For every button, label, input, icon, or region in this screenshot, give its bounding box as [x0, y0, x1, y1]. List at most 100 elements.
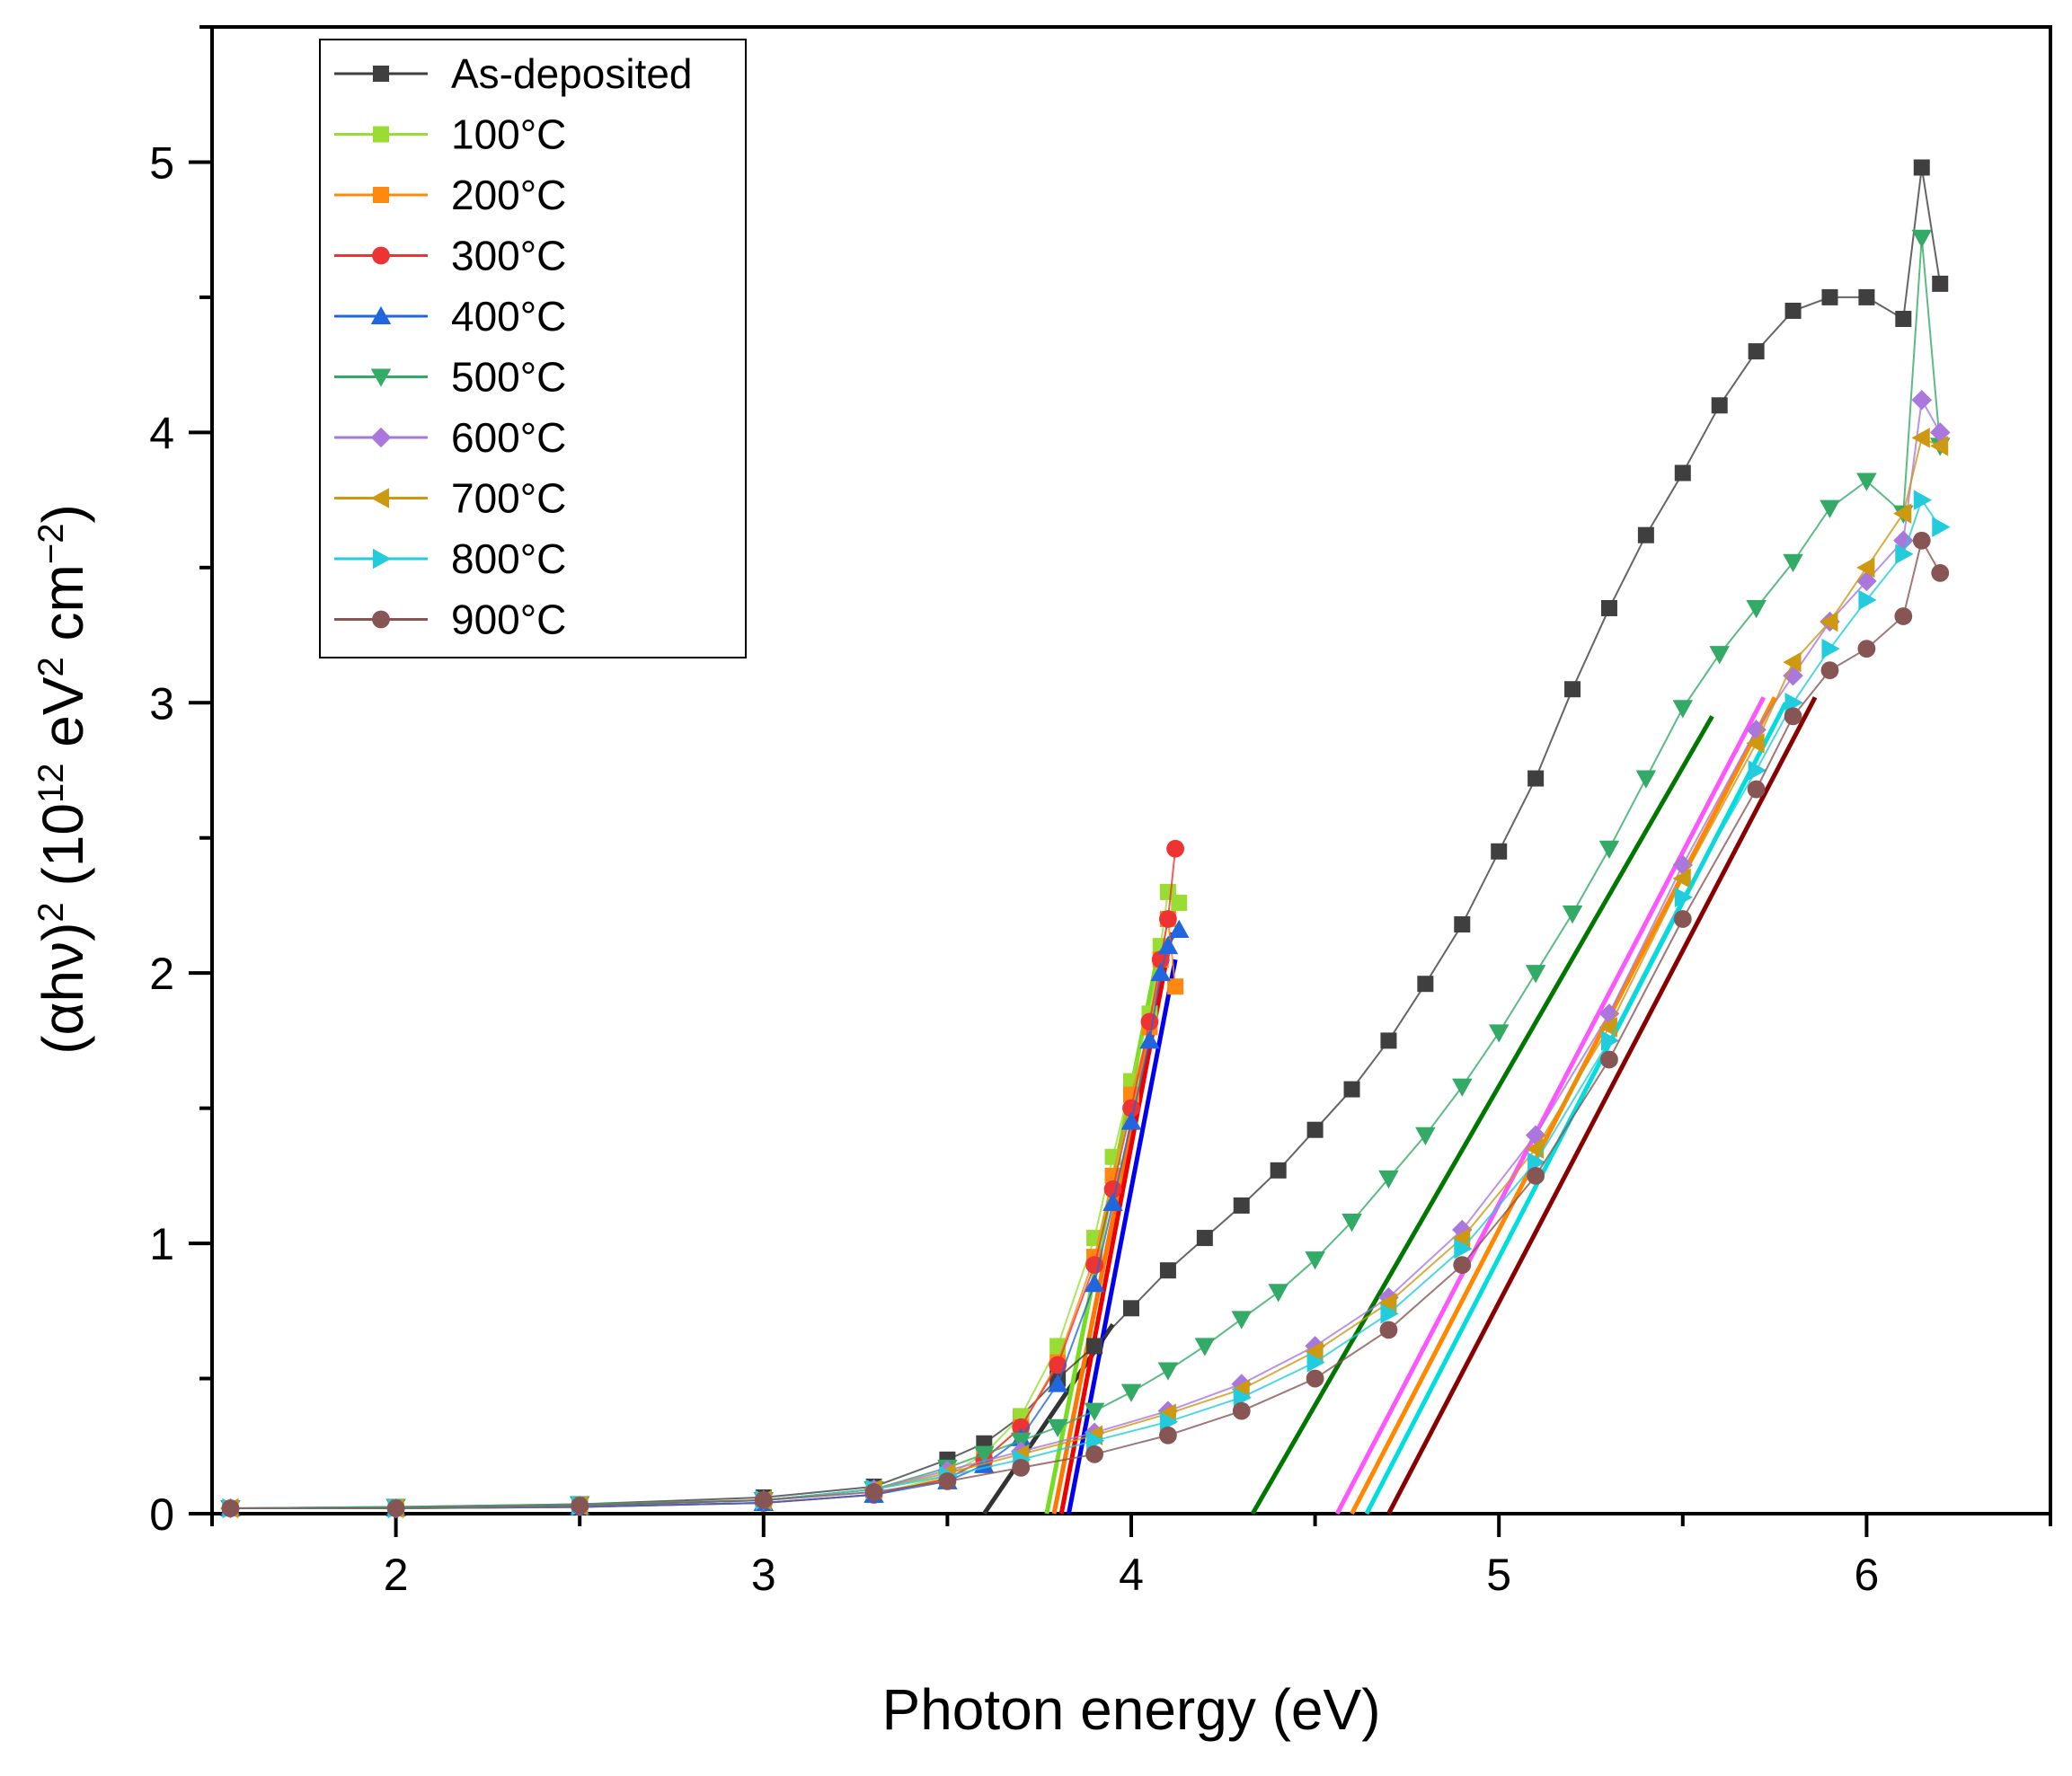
data-point: [1895, 543, 1914, 565]
data-point: [1856, 557, 1875, 579]
data-point: [1856, 473, 1877, 491]
data-point: [974, 1445, 995, 1465]
data-point: [1711, 397, 1728, 414]
legend-label: 100°C: [451, 111, 566, 158]
data-point: [1893, 530, 1914, 551]
data-point: [1196, 1230, 1213, 1247]
data-point: [1123, 1300, 1139, 1317]
data-point: [1343, 1081, 1360, 1098]
x-tick-label: 4: [1119, 1550, 1144, 1600]
data-point: [1306, 1369, 1324, 1388]
data-point: [1673, 910, 1692, 928]
data-point: [1895, 310, 1912, 327]
y-label-superscript: 12: [31, 764, 71, 804]
series-line: [230, 929, 1181, 1509]
legend-label: 600°C: [451, 414, 566, 461]
y-axis-label: (αhν)2 (1012 eV2 cm−2): [31, 504, 95, 1055]
data-point: [1893, 503, 1912, 524]
data-point: [1139, 1030, 1160, 1049]
data-point: [1086, 1430, 1105, 1452]
data-point: [1150, 962, 1171, 982]
data-point: [1527, 770, 1545, 787]
data-point: [1268, 1284, 1288, 1303]
data-point: [1085, 1445, 1103, 1463]
data-point: [1453, 1256, 1472, 1275]
axis-labels: Photon energy (eV) (αhν)2 (1012 eV2 cm−2): [31, 504, 1381, 1742]
data-point: [1820, 611, 1838, 632]
data-point: [1380, 1032, 1397, 1049]
data-point: [1564, 681, 1581, 698]
y-label-superscript: 2: [31, 657, 71, 676]
legend-label: 900°C: [451, 596, 566, 643]
data-point: [1929, 436, 1949, 456]
legend-swatch-marker: [370, 427, 392, 448]
data-point: [1783, 553, 1803, 573]
data-point: [1783, 651, 1802, 673]
data-point: [1894, 607, 1913, 625]
data-point: [386, 1499, 405, 1517]
data-point: [1233, 1197, 1250, 1214]
data-point: [754, 1491, 773, 1509]
legend-swatch-marker: [373, 187, 389, 203]
fit-line: [1364, 702, 1788, 1515]
data-point: [1084, 1402, 1105, 1421]
data-point: [1527, 1166, 1545, 1185]
series-900-c: [221, 531, 1950, 1517]
data-point: [1454, 916, 1471, 933]
legend-item: 800°C: [334, 535, 566, 582]
legend-item: 400°C: [334, 293, 566, 340]
data-point: [1748, 760, 1767, 781]
data-point: [1415, 1127, 1436, 1145]
data-point: [1912, 531, 1931, 550]
data-point: [1598, 840, 1620, 860]
y-tick-label: 3: [149, 678, 174, 729]
legend-label: 300°C: [451, 233, 566, 279]
fit-line: [1350, 696, 1777, 1515]
data-point: [1932, 275, 1949, 292]
y-label-superscript: −2: [31, 524, 71, 565]
legend-item: 300°C: [334, 233, 566, 279]
data-point: [1452, 1078, 1473, 1097]
data-point: [1635, 770, 1657, 789]
x-tick-label: 6: [1854, 1550, 1879, 1600]
data-point: [864, 1483, 883, 1501]
data-point: [1784, 707, 1802, 726]
data-point: [1637, 526, 1654, 543]
series-line: [230, 237, 1942, 1509]
data-point: [1378, 1170, 1399, 1189]
data-point: [1305, 1341, 1324, 1362]
data-point: [1047, 1374, 1068, 1392]
data-point: [1784, 693, 1803, 713]
data-point: [1012, 1458, 1031, 1477]
x-axis-label: Photon energy (eV): [882, 1677, 1381, 1742]
data-point: [1168, 919, 1190, 939]
data-point: [1159, 1426, 1177, 1445]
y-label-superscript: 2: [31, 902, 71, 922]
data-point: [1488, 1024, 1510, 1043]
data-point: [1306, 1121, 1324, 1138]
legend-swatch-marker: [370, 305, 392, 324]
legend-swatch-marker: [370, 488, 389, 508]
data-point: [1159, 1411, 1179, 1432]
series-line: [230, 848, 1177, 1509]
y-label-segment: (αhν): [31, 923, 95, 1055]
legend-item: As-deposited: [334, 50, 693, 97]
data-point: [1305, 1251, 1325, 1270]
y-label-segment: cm: [31, 564, 95, 657]
legend-label: As-deposited: [451, 50, 693, 97]
data-point: [1167, 978, 1184, 995]
legend-swatch-marker: [372, 246, 390, 265]
data-point: [1157, 1362, 1179, 1381]
legend-label: 400°C: [451, 293, 566, 340]
data-point: [1821, 638, 1840, 659]
series-100-c: [222, 883, 1188, 1516]
data-point: [1600, 599, 1617, 616]
data-point: [1911, 390, 1933, 411]
data-point: [1525, 1138, 1545, 1160]
y-tick-label: 5: [149, 137, 174, 188]
fit-line: [1334, 696, 1767, 1515]
legend: As-deposited 100°C 200°C 300°C 400°C 500°C 600…: [319, 39, 747, 658]
data-point: [1932, 517, 1951, 537]
data-point: [1748, 343, 1765, 360]
